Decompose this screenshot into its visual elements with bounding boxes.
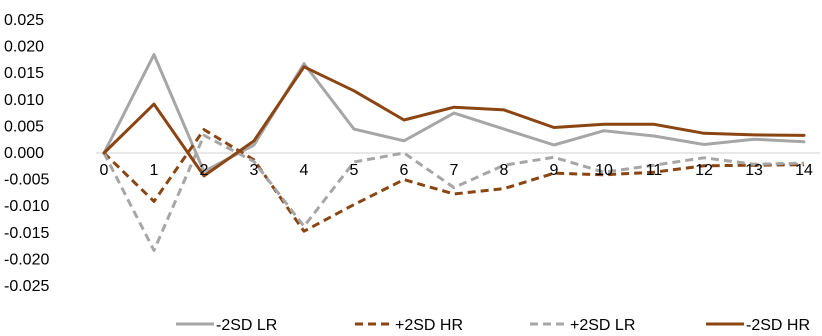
y-tick-label: -0.025: [4, 278, 49, 295]
series-line-3: [102, 133, 805, 252]
x-tick-label: 4: [300, 162, 309, 179]
y-tick-label: 0.010: [4, 92, 44, 109]
series-line-4: [102, 65, 806, 178]
x-tick-label: 3: [250, 162, 259, 179]
x-tick-label: 5: [350, 162, 359, 179]
x-tick-label: 6: [400, 162, 409, 179]
x-tick-label: 8: [500, 162, 509, 179]
legend-label: +2SD HR: [395, 317, 463, 334]
y-tick-label: -0.005: [4, 172, 49, 189]
x-tick-label: 7: [450, 162, 459, 179]
x-tick-label: 9: [550, 162, 559, 179]
series-line-1: [102, 53, 806, 174]
y-tick-label: 0.025: [4, 12, 44, 29]
x-tick-label: 11: [646, 162, 663, 179]
x-tick-label: 13: [745, 162, 763, 179]
x-tick-label: 1: [150, 162, 159, 179]
x-tick-label: 14: [795, 162, 813, 179]
legend-label: -2SD LR: [216, 317, 277, 334]
legend-label: +2SD LR: [570, 317, 635, 334]
y-tick-label: 0.005: [4, 118, 44, 135]
x-tick-label: 12: [695, 162, 713, 179]
y-axis-ticks: 0.025 0.020 0.015 0.010 0.005 0.000 -0.005 -0.0…: [4, 12, 49, 295]
y-tick-label: -0.010: [4, 198, 49, 215]
y-tick-label: -0.015: [4, 225, 49, 242]
legend: -2SD LR +2SD HR +2SD LR -2SD HR: [176, 317, 810, 334]
x-tick-label: 0: [100, 162, 109, 179]
series-lines: [102, 53, 806, 252]
y-tick-label: 0.015: [4, 65, 44, 82]
y-tick-label: -0.020: [4, 251, 49, 268]
x-tick-label: 10: [595, 162, 613, 179]
x-axis-ticks: 0 1 2 3 4 5 6 7 8 9 10 11 12 13 14: [100, 162, 813, 179]
x-tick-label: 2: [200, 162, 209, 179]
y-tick-label: 0.020: [4, 39, 44, 56]
y-tick-label: 0.000: [4, 145, 44, 162]
legend-label: -2SD HR: [746, 317, 810, 334]
series-line-2: [102, 128, 805, 233]
